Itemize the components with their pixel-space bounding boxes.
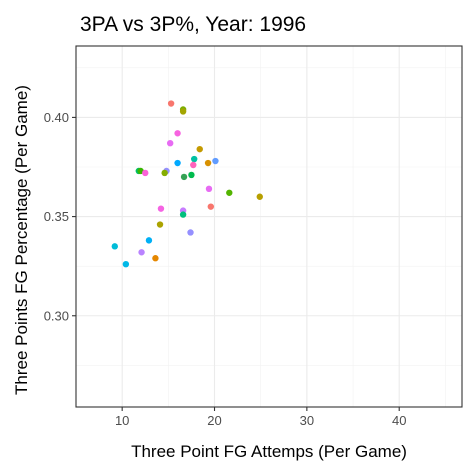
x-axis-title: Three Point FG Attemps (Per Game) — [131, 442, 407, 461]
data-point — [156, 221, 164, 228]
x-tick-label: 20 — [207, 413, 221, 428]
data-point — [256, 193, 263, 200]
data-point — [179, 108, 187, 115]
panel-border — [75, 45, 463, 408]
data-point — [152, 255, 159, 262]
data-point — [226, 189, 233, 196]
data-point — [188, 171, 195, 179]
x-axis: 10 20 30 40 — [115, 407, 406, 428]
data-point — [142, 169, 149, 177]
data-point — [145, 237, 153, 244]
x-tick-label: 30 — [300, 413, 314, 428]
data-point — [212, 157, 219, 165]
data-point — [187, 229, 194, 236]
data-point — [122, 260, 130, 268]
data-point — [174, 130, 181, 137]
data-point — [111, 243, 118, 250]
data-point — [204, 159, 212, 167]
data-point — [196, 145, 203, 153]
plot-panel — [75, 45, 463, 408]
y-tick-label: 0.40 — [44, 110, 69, 125]
data-point — [190, 161, 197, 169]
x-tick-label: 10 — [115, 413, 129, 428]
x-tick-label: 40 — [392, 413, 406, 428]
data-point — [207, 203, 215, 210]
y-tick-label: 0.35 — [44, 209, 69, 224]
data-point — [138, 249, 145, 256]
y-tick-label: 0.30 — [44, 308, 69, 323]
data-point — [180, 173, 188, 181]
chart-title: 3PA vs 3P%, Year: 1996 — [80, 13, 306, 36]
data-point — [161, 169, 168, 177]
y-axis: 0.30 0.35 0.40 — [44, 110, 76, 323]
data-point — [174, 159, 181, 167]
data-point — [179, 211, 187, 218]
data-point — [157, 205, 165, 212]
data-point — [205, 185, 213, 193]
data-point — [191, 155, 198, 163]
data-point — [166, 139, 174, 147]
data-point — [167, 100, 175, 107]
y-axis-title: Three Points FG Percentage (Per Game) — [12, 85, 31, 395]
